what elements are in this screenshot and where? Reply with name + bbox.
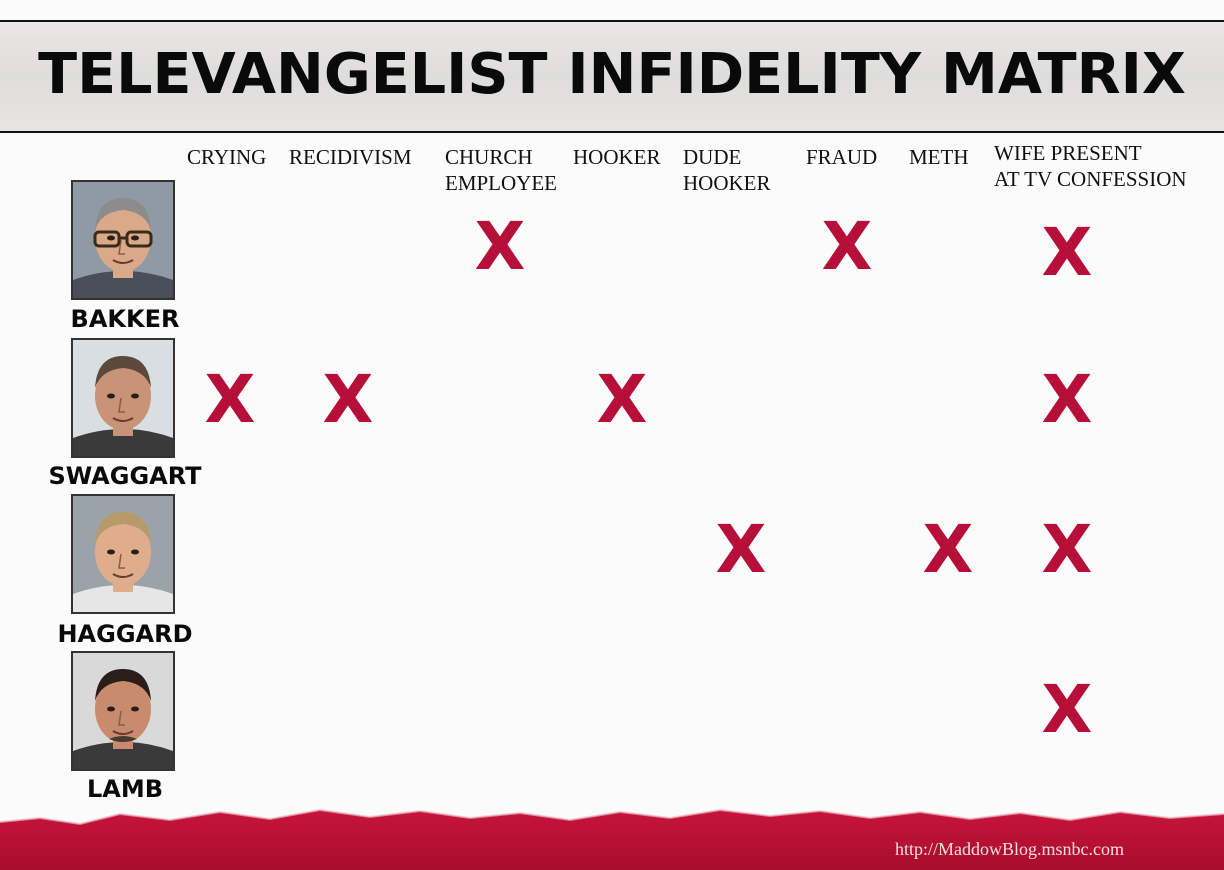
column-header-4: DUDE HOOKER (683, 145, 771, 195)
column-header-1: RECIDIVISM (289, 145, 412, 169)
x-mark-bakker-5: X (821, 208, 873, 285)
x-mark-swaggart-1: X (322, 361, 374, 438)
column-header-7: WIFE PRESENT AT TV CONFESSION (994, 141, 1187, 191)
column-header-2: CHURCH EMPLOYEE (445, 145, 557, 195)
x-mark-haggard-4: X (715, 511, 767, 588)
column-header-6: METH (909, 145, 969, 169)
column-header-3: HOOKER (573, 145, 661, 169)
row-name-bakker: BAKKER (70, 305, 180, 333)
x-mark-bakker-7: X (1041, 214, 1093, 291)
chart-title: TELEVANGELIST INFIDELITY MATRIX (38, 42, 1186, 107)
x-mark-haggard-7: X (1041, 511, 1093, 588)
x-mark-swaggart-7: X (1041, 361, 1093, 438)
source-url: http://MaddowBlog.msnbc.com (895, 839, 1124, 859)
top-rule (0, 20, 1224, 22)
x-mark-haggard-6: X (922, 511, 974, 588)
column-header-0: CRYING (187, 145, 267, 169)
x-mark-swaggart-0: X (204, 361, 256, 438)
portrait-photo-bakker (71, 180, 175, 300)
row-name-lamb: LAMB (86, 775, 164, 803)
x-mark-lamb-7: X (1041, 671, 1093, 748)
portrait-photo-swaggart (71, 338, 175, 458)
torn-paper-banner (0, 808, 1224, 870)
x-mark-bakker-2: X (474, 208, 526, 285)
title-band: TELEVANGELIST INFIDELITY MATRIX (0, 22, 1224, 133)
portrait-photo-haggard (71, 494, 175, 614)
row-name-swaggart: SWAGGART (48, 462, 202, 490)
x-mark-swaggart-3: X (596, 361, 648, 438)
row-name-haggard: HAGGARD (57, 620, 193, 648)
portrait-photo-lamb (71, 651, 175, 771)
column-header-5: FRAUD (806, 145, 878, 169)
